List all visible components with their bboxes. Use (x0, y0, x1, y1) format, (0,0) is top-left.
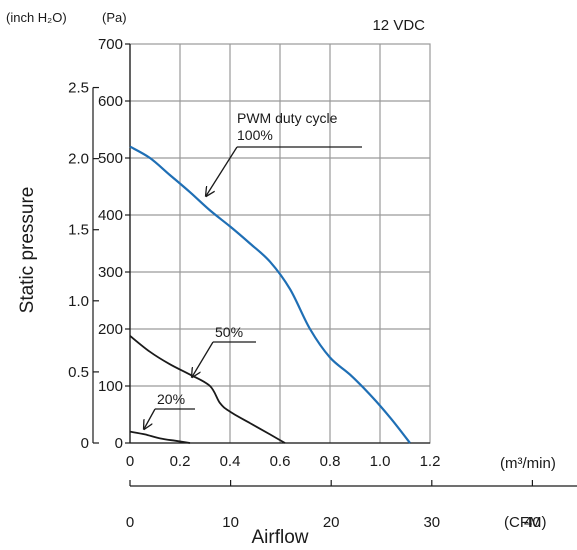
x2-tick-label: 20 (323, 514, 340, 531)
x2-tick-label: 10 (222, 514, 239, 531)
y2-tick-label: 2.0 (68, 151, 89, 168)
x2-tick-label: 30 (423, 514, 440, 531)
y-axis-title: Static pressure (17, 187, 38, 314)
x-secondary-unit-label: (CFM) (504, 514, 546, 531)
x2-tick-label: 40 (524, 514, 541, 531)
x2-tick-label: 0 (126, 514, 134, 531)
pwm-duty-cycle-label: PWM duty cycle (237, 110, 338, 126)
y2-tick-label: 0.5 (68, 364, 89, 381)
y-tick-label: 200 (98, 321, 123, 338)
pct-100-label: 100% (237, 127, 273, 143)
x-axis-title: Airflow (251, 527, 308, 548)
pct-50-arrow (192, 341, 214, 377)
pct-20-arrow (144, 408, 156, 429)
x-tick-label: 0.4 (220, 453, 241, 470)
y-tick-label: 700 (98, 36, 123, 53)
y-tick-label: 400 (98, 207, 123, 224)
y-tick-label: 300 (98, 264, 123, 281)
x-tick-label: 1.2 (420, 453, 441, 470)
y2-tick-label: 1.5 (68, 222, 89, 239)
pct-100-arrow (206, 146, 238, 196)
x-primary-unit-label: (m³/min) (500, 455, 556, 472)
y-primary-unit-label: (Pa) (102, 10, 127, 25)
x-tick-label: 0 (126, 453, 134, 470)
y-tick-label: 100 (98, 378, 123, 395)
y2-tick-label: 0 (81, 435, 89, 452)
y-secondary-unit-label: (inch H₂O) (6, 10, 67, 25)
annotations (144, 146, 362, 429)
condition-label: 12 VDC (372, 17, 425, 34)
x-tick-label: 0.6 (270, 453, 291, 470)
pct-20-label: 20% (157, 391, 185, 407)
x-tick-label: 0.8 (320, 453, 341, 470)
series-line-50pct (129, 335, 286, 444)
series-lines (129, 145, 411, 444)
series-line-20pct (129, 430, 191, 444)
x-tick-label: 1.0 (370, 453, 391, 470)
y-tick-label: 600 (98, 93, 123, 110)
grid-lines (129, 43, 431, 444)
y-tick-label: 500 (98, 150, 123, 167)
y2-tick-label: 1.0 (68, 293, 89, 310)
x-tick-label: 0.2 (170, 453, 191, 470)
y-tick-label: 0 (115, 435, 123, 452)
pct-50-label: 50% (215, 324, 243, 340)
series-line-100pct (129, 145, 411, 444)
y2-tick-label: 2.5 (68, 80, 89, 97)
